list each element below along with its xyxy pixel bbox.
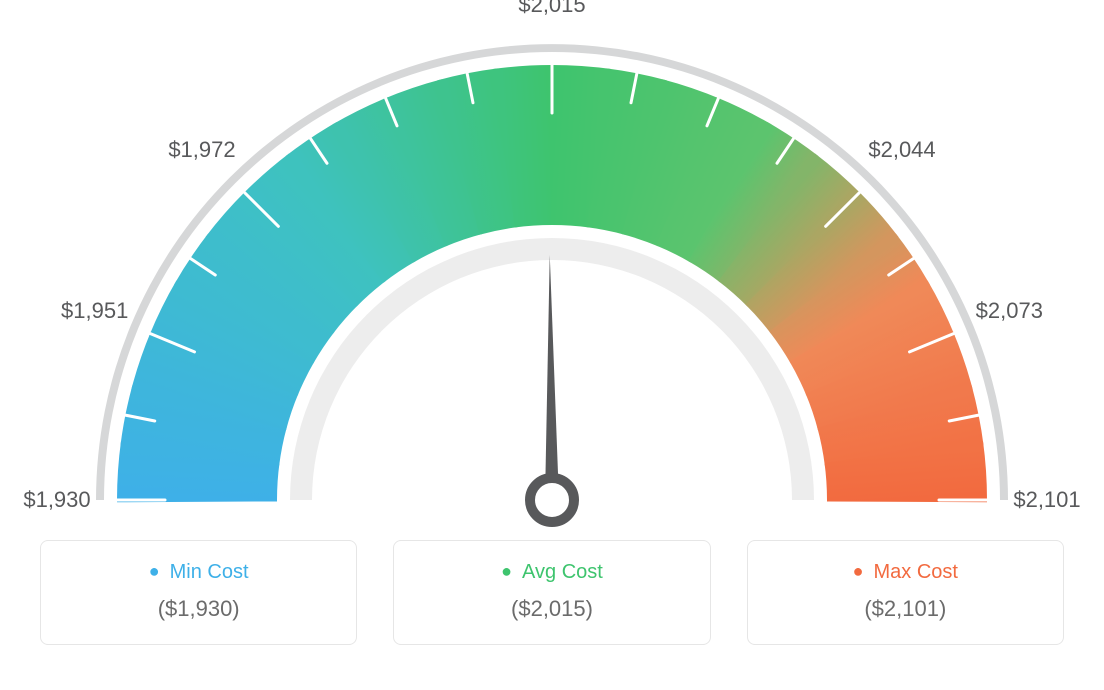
gauge-tick-label: $2,101 [1013, 487, 1080, 513]
legend-title: Min Cost [51, 561, 346, 584]
legend-card: Max Cost ($2,101) [747, 540, 1064, 645]
gauge-tick-label: $2,044 [868, 137, 935, 163]
gauge-tick-label: $2,015 [518, 0, 585, 18]
gauge-svg [0, 0, 1104, 540]
gauge-tick-label: $1,972 [168, 137, 235, 163]
legend-card: Min Cost ($1,930) [40, 540, 357, 645]
legend-value: ($2,015) [404, 596, 699, 622]
gauge-tick-label: $1,951 [61, 298, 128, 324]
gauge-tick-label: $1,930 [23, 487, 90, 513]
legend-value: ($2,101) [758, 596, 1053, 622]
gauge-tick-label: $2,073 [976, 298, 1043, 324]
legend-card: Avg Cost ($2,015) [393, 540, 710, 645]
legend-title: Max Cost [758, 561, 1053, 584]
legend-title: Avg Cost [404, 561, 699, 584]
gauge-chart: $1,930 $1,951 $1,972 $2,015 $2,044 $2,073 $2,1… [0, 0, 1104, 540]
legend-row: Min Cost ($1,930) Avg Cost ($2,015) Max Cost… [0, 540, 1104, 645]
legend-value: ($1,930) [51, 596, 346, 622]
